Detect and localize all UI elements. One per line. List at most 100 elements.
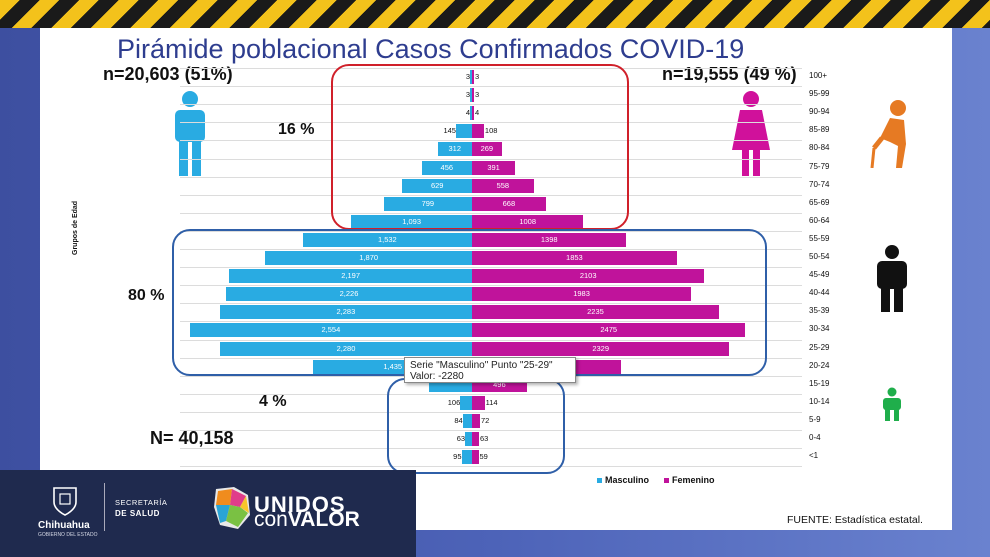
bar-masculino[interactable] bbox=[437, 142, 472, 157]
highlight-ring-adult bbox=[172, 229, 767, 376]
bar-femenino[interactable] bbox=[472, 395, 485, 410]
bar-masculino[interactable] bbox=[383, 196, 472, 211]
bar-femenino[interactable] bbox=[472, 124, 484, 139]
age-group-label: 100+ bbox=[809, 71, 828, 80]
footer-panel bbox=[0, 470, 416, 557]
data-label-femenino: 391 bbox=[487, 162, 500, 172]
bar-femenino[interactable] bbox=[472, 160, 516, 175]
grid-line bbox=[180, 394, 802, 395]
bar-masculino[interactable] bbox=[229, 269, 472, 284]
bar-masculino[interactable] bbox=[302, 232, 472, 247]
data-label-masculino: 106 bbox=[447, 397, 461, 407]
data-label-femenino: 72 bbox=[480, 415, 490, 425]
grid-line bbox=[180, 303, 802, 304]
bar-femenino[interactable] bbox=[472, 341, 730, 356]
data-label-masculino: 84 bbox=[454, 415, 463, 425]
bar-femenino[interactable] bbox=[472, 106, 474, 121]
bar-femenino[interactable] bbox=[472, 323, 746, 338]
data-label-femenino: 1008 bbox=[519, 216, 537, 226]
data-label-masculino: 312 bbox=[448, 144, 461, 154]
bar-femenino[interactable] bbox=[472, 450, 479, 465]
legend-label-female: Femenino bbox=[672, 475, 715, 485]
bar-femenino[interactable] bbox=[472, 232, 627, 247]
data-label-femenino: 3 bbox=[475, 72, 480, 82]
age-group-label: 20-24 bbox=[809, 360, 830, 370]
bar-femenino[interactable] bbox=[472, 287, 692, 302]
bar-femenino[interactable] bbox=[472, 251, 677, 266]
bar-femenino[interactable] bbox=[472, 196, 546, 211]
legend-swatch-female bbox=[664, 478, 669, 484]
bar-masculino[interactable] bbox=[461, 450, 472, 465]
age-group-label: 15-19 bbox=[809, 378, 830, 388]
bar-femenino[interactable] bbox=[472, 178, 534, 193]
footer-salud: DE SALUD bbox=[115, 509, 160, 518]
age-group-label: 70-74 bbox=[809, 179, 830, 189]
bar-masculino[interactable] bbox=[421, 160, 472, 175]
data-label-femenino: 2103 bbox=[579, 271, 597, 281]
footer-divider bbox=[104, 483, 105, 531]
data-label-masculino: 2,283 bbox=[336, 307, 356, 317]
grid-line bbox=[180, 140, 802, 141]
data-label-femenino: 3 bbox=[475, 90, 480, 100]
bar-masculino[interactable] bbox=[470, 70, 472, 85]
grid-line bbox=[180, 86, 802, 87]
bar-femenino[interactable] bbox=[472, 88, 474, 103]
bar-masculino[interactable] bbox=[351, 214, 472, 229]
grid-line bbox=[180, 321, 802, 322]
age-group-label: <1 bbox=[809, 451, 819, 461]
bar-femenino[interactable] bbox=[472, 413, 480, 428]
data-label-femenino: 59 bbox=[479, 452, 488, 462]
bar-masculino[interactable] bbox=[465, 432, 472, 447]
bar-masculino[interactable] bbox=[460, 395, 472, 410]
footer-convalor: conVALOR bbox=[254, 508, 360, 532]
bar-masculino[interactable] bbox=[189, 323, 472, 338]
pct-adult-label: 80 % bbox=[128, 287, 165, 304]
age-group-label: 10-14 bbox=[809, 396, 830, 406]
age-group-label: 85-89 bbox=[809, 125, 830, 135]
data-label-femenino: 668 bbox=[502, 198, 516, 208]
bar-masculino[interactable] bbox=[226, 287, 472, 302]
y-axis-title: Grupos de Edad bbox=[72, 200, 79, 255]
bar-masculino[interactable] bbox=[462, 413, 472, 428]
bar-femenino[interactable] bbox=[472, 269, 705, 284]
bar-masculino[interactable] bbox=[219, 305, 472, 320]
highlight-ring-young bbox=[387, 378, 565, 474]
data-label-masculino: 1,532 bbox=[377, 234, 397, 244]
grid-line bbox=[180, 213, 802, 214]
legend-masculino: Masculino bbox=[597, 475, 649, 485]
footer-org: Chihuahua bbox=[38, 520, 90, 531]
footer-unidos: UNIDOS bbox=[254, 492, 346, 517]
data-label-masculino: 629 bbox=[430, 180, 444, 190]
data-label-masculino: 4 bbox=[465, 108, 470, 118]
grid-line bbox=[180, 159, 802, 160]
grid-line bbox=[180, 231, 802, 232]
bar-masculino[interactable] bbox=[470, 106, 472, 121]
age-group-label: 80-84 bbox=[809, 143, 830, 153]
state-shield-icon bbox=[53, 487, 77, 516]
unidos-logo-icon bbox=[214, 487, 250, 529]
grid-line bbox=[180, 267, 802, 268]
female-total-label: n=19,555 (49 %) bbox=[662, 64, 797, 84]
data-label-femenino: 1853 bbox=[566, 253, 583, 263]
bar-masculino[interactable] bbox=[265, 251, 472, 266]
data-label-femenino: 2475 bbox=[600, 325, 618, 335]
hazard-stripe-banner bbox=[0, 0, 990, 28]
bar-masculino[interactable] bbox=[402, 178, 472, 193]
footer-org-sub: GOBIERNO DEL ESTADO bbox=[38, 532, 98, 538]
bar-femenino[interactable] bbox=[472, 305, 719, 320]
male-figure-icon bbox=[175, 91, 205, 176]
bar-femenino[interactable] bbox=[472, 70, 474, 85]
bar-masculino[interactable] bbox=[455, 124, 472, 139]
footer-secretaria: SECRETARÍA bbox=[115, 498, 168, 507]
grid-line bbox=[180, 285, 802, 286]
legend-femenino: Femenino bbox=[664, 475, 715, 485]
data-label-masculino: 3 bbox=[465, 90, 470, 100]
bar-femenino[interactable] bbox=[472, 432, 479, 447]
bar-femenino[interactable] bbox=[472, 142, 502, 157]
data-label-masculino: 1,435 bbox=[383, 361, 403, 371]
bar-masculino[interactable] bbox=[470, 88, 472, 103]
bar-femenino[interactable] bbox=[472, 214, 584, 229]
bar-masculino[interactable] bbox=[220, 341, 472, 356]
data-label-masculino: 799 bbox=[421, 198, 435, 208]
age-group-label: 75-79 bbox=[809, 161, 830, 171]
